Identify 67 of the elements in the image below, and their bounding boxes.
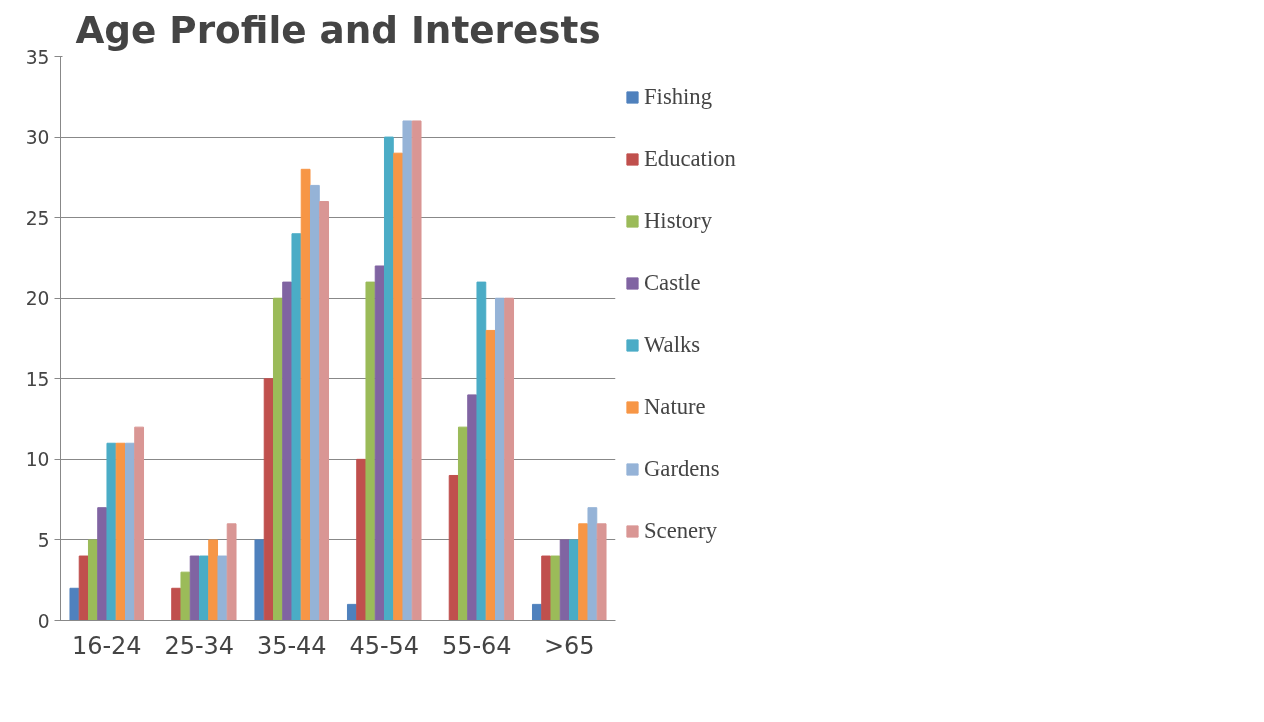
bar — [494, 297, 505, 621]
x-tick-label: 55-64 — [441, 631, 512, 660]
bar — [171, 587, 182, 621]
y-tick-label: 15 — [25, 368, 50, 390]
bar — [411, 120, 422, 621]
bar — [319, 201, 330, 621]
bar — [226, 523, 237, 621]
bar — [559, 539, 570, 621]
bar — [134, 426, 145, 621]
x-tick-label: 35-44 — [256, 631, 327, 660]
bar — [78, 555, 89, 621]
bar — [300, 168, 311, 621]
bar — [189, 555, 200, 621]
bar — [272, 297, 283, 621]
bar — [115, 442, 126, 621]
legend-label: Fishing — [644, 83, 713, 111]
y-tick-label: 35 — [25, 46, 50, 68]
x-tick-label: 16-24 — [71, 631, 142, 660]
bar — [457, 426, 468, 621]
bar — [217, 555, 228, 621]
bar — [596, 523, 607, 621]
y-tick-label: 0 — [37, 610, 50, 632]
bar — [467, 394, 478, 621]
bar — [587, 507, 598, 621]
y-tick-label: 5 — [37, 529, 50, 551]
legend-label: Nature — [644, 393, 707, 421]
bar — [374, 265, 385, 621]
bar — [198, 555, 209, 621]
bar — [402, 120, 413, 621]
bar — [568, 539, 579, 621]
bar — [393, 152, 404, 621]
bar — [180, 571, 191, 621]
y-tick-label: 10 — [25, 449, 50, 471]
bar — [476, 281, 487, 621]
bar — [124, 442, 135, 621]
bar — [263, 378, 274, 621]
x-tick-label: 45-54 — [349, 631, 420, 660]
y-tick-label: 30 — [25, 127, 50, 149]
bar — [383, 136, 394, 621]
x-tick-label: 25-34 — [164, 631, 235, 660]
bar — [87, 539, 98, 621]
bar — [356, 458, 367, 621]
bar — [208, 539, 219, 621]
bar — [550, 555, 561, 621]
bar — [69, 587, 80, 621]
bar — [309, 184, 320, 621]
y-tick-label: 25 — [25, 207, 50, 229]
legend-label: Castle — [644, 269, 702, 297]
bar — [254, 539, 265, 621]
bar — [97, 507, 108, 621]
bar — [485, 329, 496, 621]
bar — [365, 281, 376, 621]
bar — [291, 233, 302, 621]
chart-title: Age Profile and Interests — [75, 7, 601, 52]
legend-label: Education — [644, 145, 737, 173]
legend-label: Walks — [644, 331, 702, 359]
legend-label: History — [644, 207, 713, 235]
bar — [448, 474, 459, 621]
bar — [106, 442, 117, 621]
bar — [504, 297, 515, 621]
bar — [541, 555, 552, 621]
bar — [282, 281, 293, 621]
x-tick-label: >65 — [543, 631, 595, 660]
bar — [578, 523, 589, 621]
y-tick-label: 20 — [25, 288, 50, 310]
legend-label: Scenery — [644, 517, 718, 545]
legend-label: Gardens — [644, 455, 721, 483]
